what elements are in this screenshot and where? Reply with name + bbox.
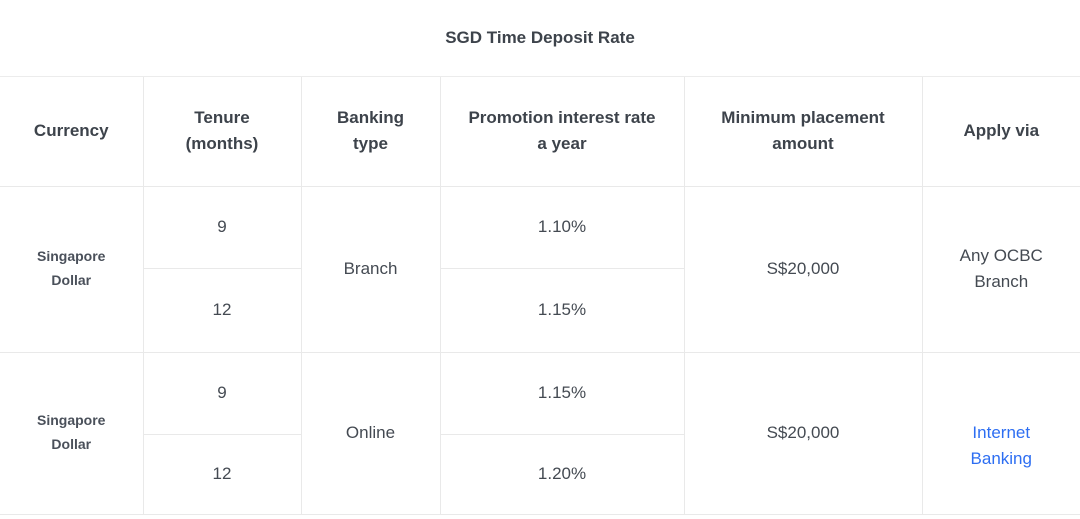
column-header-min-amount: Minimum placement amount	[683, 77, 922, 187]
rate-cell: 1.20%	[439, 434, 684, 515]
rate-cell: 1.10%	[439, 186, 684, 269]
rate-cell: 1.15%	[439, 268, 684, 353]
apply-via-cell: Any OCBC Branch	[921, 186, 1080, 353]
column-header-banking-type: Banking type	[300, 77, 440, 187]
rate-cell: 1.15%	[439, 352, 684, 435]
column-header-currency: Currency	[0, 77, 143, 187]
currency-cell: Singapore Dollar	[0, 186, 143, 353]
table-row: Singapore Dollar 9 Online 1.15% S$20,000…	[0, 352, 1080, 515]
sgd-time-deposit-table: Currency Tenure (months) Banking type Pr…	[0, 77, 1080, 515]
banking-type-cell: Online	[300, 352, 440, 515]
column-header-rate: Promotion interest rate a year	[439, 77, 684, 187]
table-title: SGD Time Deposit Rate	[0, 0, 1080, 77]
table-row: 12 1.15%	[0, 268, 1080, 353]
internet-banking-link[interactable]: Internet Banking	[970, 422, 1032, 469]
tenure-cell: 12	[142, 434, 301, 515]
tenure-cell: 12	[142, 268, 301, 353]
tenure-cell: 9	[142, 186, 301, 269]
table-row: 12 1.20%	[0, 434, 1080, 515]
min-amount-cell: S$20,000	[683, 186, 922, 353]
column-header-apply-via: Apply via	[921, 77, 1080, 187]
header-row: Currency Tenure (months) Banking type Pr…	[0, 77, 1080, 187]
table-row: Singapore Dollar 9 Branch 1.10% S$20,000…	[0, 186, 1080, 353]
currency-cell: Singapore Dollar	[0, 352, 143, 515]
column-header-tenure: Tenure (months)	[142, 77, 301, 187]
banking-type-cell: Branch	[300, 186, 440, 353]
apply-via-cell: Internet Banking	[921, 352, 1080, 515]
tenure-cell: 9	[142, 352, 301, 435]
min-amount-cell: S$20,000	[683, 352, 922, 515]
